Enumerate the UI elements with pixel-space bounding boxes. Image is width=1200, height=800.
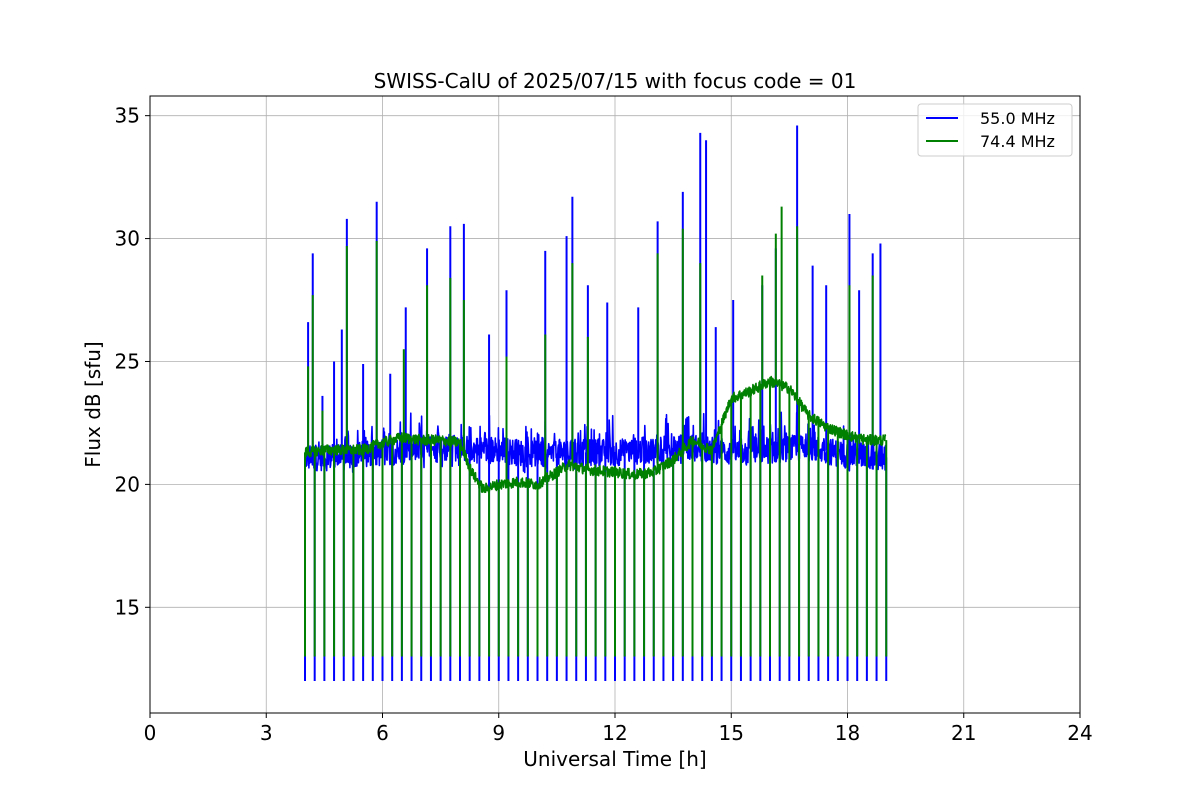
y-tick-label: 35: [115, 104, 140, 128]
y-tick-label: 30: [115, 227, 140, 251]
x-axis-label: Universal Time [h]: [523, 747, 706, 771]
series-layer: [304, 125, 888, 682]
x-tick-label: 3: [260, 721, 273, 745]
axis-ticks: 0 3 6 9 12 15 18 21 24 15 20 25 30 35: [115, 104, 1093, 745]
y-tick-label: 20: [115, 472, 140, 496]
x-tick-label: 9: [492, 721, 505, 745]
x-tick-label: 18: [835, 721, 860, 745]
x-tick-label: 6: [376, 721, 389, 745]
legend-entry-74mhz: 74.4 MHz: [980, 132, 1055, 151]
y-tick-label: 15: [115, 595, 140, 619]
chart-title: SWISS-CalU of 2025/07/15 with focus code…: [374, 69, 857, 93]
x-tick-label: 0: [144, 721, 157, 745]
x-tick-label: 15: [719, 721, 744, 745]
y-tick-label: 25: [115, 349, 140, 373]
series-74mhz: [304, 206, 888, 657]
legend-entry-55mhz: 55.0 MHz: [980, 109, 1055, 128]
y-axis-label: Flux dB [sfu]: [81, 341, 105, 467]
x-tick-label: 24: [1067, 721, 1092, 745]
legend: 55.0 MHz 74.4 MHz: [917, 103, 1073, 157]
x-tick-label: 21: [951, 721, 976, 745]
x-tick-label: 12: [602, 721, 627, 745]
